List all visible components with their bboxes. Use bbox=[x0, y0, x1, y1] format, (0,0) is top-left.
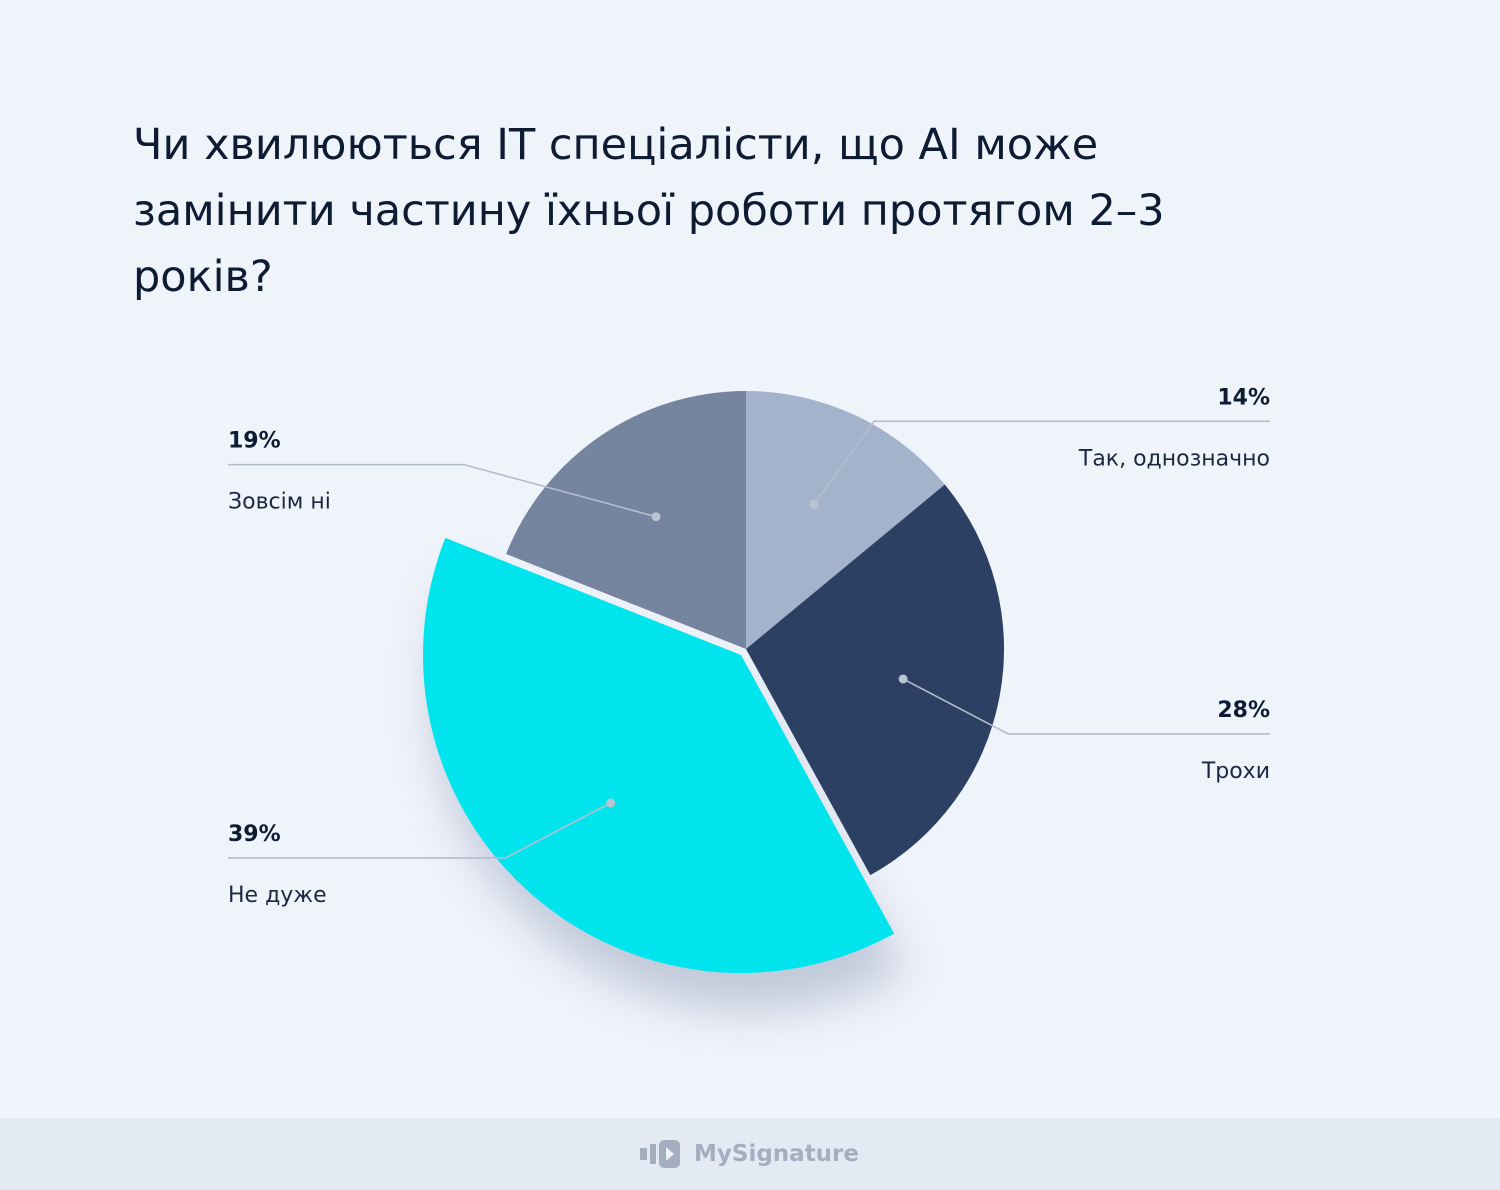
leader-dot bbox=[606, 798, 616, 808]
pie-slice-зовсім-ні[interactable] bbox=[506, 391, 746, 649]
mysignature-logo-icon bbox=[640, 1140, 680, 1168]
leader-dot bbox=[651, 512, 661, 522]
leader-dot bbox=[898, 674, 908, 684]
leader-line bbox=[228, 802, 611, 859]
leader-line bbox=[902, 678, 1270, 735]
pie-chart: 14% Так, однозначно 28% Трохи 39% Не дуже 19% З… bbox=[228, 385, 1270, 1012]
leader-line bbox=[813, 420, 1270, 505]
footer bbox=[0, 1118, 1500, 1190]
brand-name: MySignature bbox=[694, 1141, 859, 1167]
brand[interactable]: MySignature bbox=[638, 1137, 859, 1171]
pie-slice-так-однозначно[interactable] bbox=[746, 391, 945, 649]
slice-category-label: Зовсім ні bbox=[228, 490, 331, 515]
slice-value-label: 39% bbox=[228, 822, 281, 847]
slice-category-label: Так, однозначно bbox=[1078, 446, 1270, 471]
leader-dot bbox=[809, 499, 819, 509]
slice-value-label: 19% bbox=[228, 429, 281, 454]
slice-category-label: Не дуже bbox=[228, 883, 327, 908]
slice-value-label: 14% bbox=[1217, 385, 1270, 410]
slice-value-label: 28% bbox=[1217, 698, 1270, 723]
pie-slice-не-дуже[interactable] bbox=[423, 537, 895, 974]
chart-title: Чи хвилюються IT спеціалісти, що AI може… bbox=[133, 120, 1165, 302]
pie-slice-трохи[interactable] bbox=[746, 484, 1004, 876]
leader-line bbox=[228, 463, 657, 518]
slice-category-label: Трохи bbox=[1201, 759, 1270, 784]
